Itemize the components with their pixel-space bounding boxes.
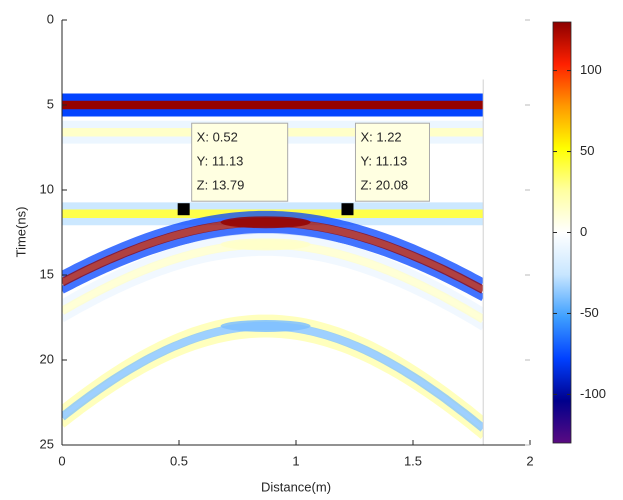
x-tick-label: 0.5 xyxy=(170,453,188,468)
datatip-box xyxy=(191,122,289,202)
colorbar-tick-label: 0 xyxy=(580,224,587,239)
y-tick-label: 5 xyxy=(47,96,54,111)
datatip-text: Z: 20.08 xyxy=(360,178,408,193)
reflector-lobe xyxy=(62,329,483,439)
x-tick-label: 1.5 xyxy=(404,453,422,468)
y-tick-label: 10 xyxy=(40,181,54,196)
y-tick-label: 15 xyxy=(40,266,54,281)
reflector-apex xyxy=(220,320,311,332)
x-tick-label: 1 xyxy=(292,453,299,468)
reflector-lobe xyxy=(62,210,483,286)
reflector-apex xyxy=(220,238,311,251)
x-tick-label: 2 xyxy=(526,453,533,468)
datatip-text: X: 1.22 xyxy=(360,130,401,145)
reflector-lobe xyxy=(62,314,483,424)
y-tick-label: 25 xyxy=(40,436,54,451)
colorbar-tick-label: 50 xyxy=(580,143,594,158)
datatip-text: Y: 11.13 xyxy=(197,154,244,169)
x-axis-label: Distance(m) xyxy=(261,479,331,494)
y-tick-label: 20 xyxy=(40,351,54,366)
datatip-text: Y: 11.13 xyxy=(360,154,407,169)
datatip-text: Z: 13.79 xyxy=(197,178,245,193)
reflector-apex xyxy=(220,216,311,229)
reflector-lobe xyxy=(62,248,483,331)
y-axis-label: Time(ns) xyxy=(13,207,28,258)
datatip-box xyxy=(354,122,430,202)
reflector-lobe xyxy=(62,226,483,301)
y-tick-label: 0 xyxy=(47,11,54,26)
reflector xyxy=(62,321,483,432)
colorbar-tick-label: -50 xyxy=(580,305,599,320)
datatip-marker xyxy=(177,203,190,216)
colorbar-tick-label: 100 xyxy=(580,62,602,77)
reflector-lobe xyxy=(62,232,483,316)
x-tick-label: 0 xyxy=(58,453,65,468)
datatip-marker xyxy=(341,203,354,216)
colorbar-tick-label: -100 xyxy=(580,386,606,401)
datatip-text: X: 0.52 xyxy=(197,130,238,145)
